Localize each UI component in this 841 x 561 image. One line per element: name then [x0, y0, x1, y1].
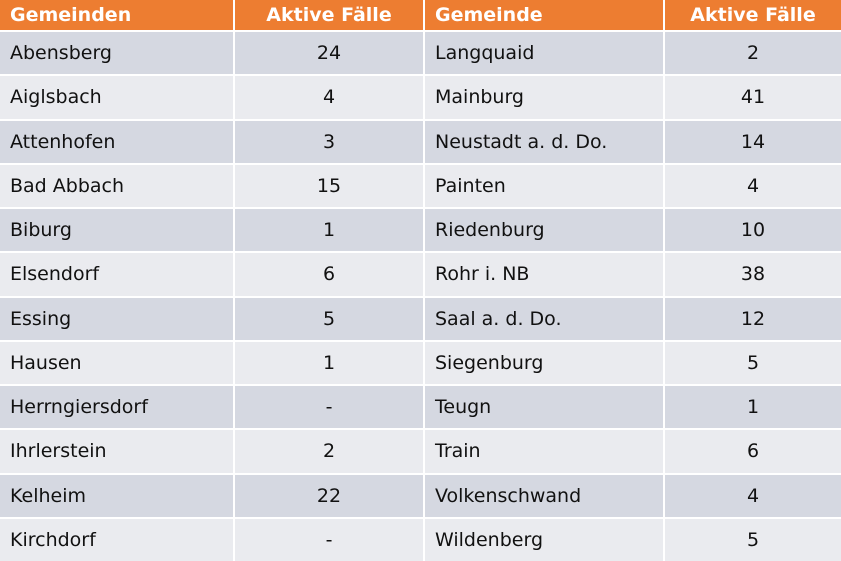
- municipality: Rohr i. NB: [425, 253, 663, 296]
- case-count: 10: [665, 209, 841, 252]
- municipality: Langquaid: [425, 32, 663, 75]
- municipality: Abensberg: [0, 32, 233, 75]
- case-count: 1: [665, 386, 841, 429]
- municipality: Herrngiersdorf: [0, 386, 233, 429]
- case-count: 2: [235, 430, 423, 473]
- case-count: 1: [235, 209, 423, 252]
- municipality: Saal a. d. Do.: [425, 297, 663, 340]
- case-count: 5: [665, 518, 841, 561]
- municipality: Mainburg: [425, 76, 663, 119]
- header-cell: Gemeinde: [425, 0, 663, 30]
- header-cell: Aktive Fälle: [235, 0, 423, 30]
- municipality: Biburg: [0, 209, 233, 252]
- case-count: 1: [235, 341, 423, 384]
- case-count: 4: [665, 164, 841, 207]
- municipality: Neustadt a. d. Do.: [425, 120, 663, 163]
- municipality: Riedenburg: [425, 209, 663, 252]
- case-count: 4: [665, 474, 841, 517]
- municipality: Aiglsbach: [0, 76, 233, 119]
- case-count: 38: [665, 253, 841, 296]
- case-count: 24: [235, 32, 423, 75]
- case-count: 6: [665, 430, 841, 473]
- municipality: Kelheim: [0, 474, 233, 517]
- case-count: 5: [665, 341, 841, 384]
- header-cell: Gemeinden: [0, 0, 233, 30]
- municipality: Volkenschwand: [425, 474, 663, 517]
- case-count: 4: [235, 76, 423, 119]
- municipality: Teugn: [425, 386, 663, 429]
- case-count: 22: [235, 474, 423, 517]
- municipality: Ihrlerstein: [0, 430, 233, 473]
- case-count: 14: [665, 120, 841, 163]
- municipality: Attenhofen: [0, 120, 233, 163]
- case-count: 5: [235, 297, 423, 340]
- case-count: -: [235, 386, 423, 429]
- case-count: 15: [235, 164, 423, 207]
- municipality: Hausen: [0, 341, 233, 384]
- header-cell: Aktive Fälle: [665, 0, 841, 30]
- municipality: Essing: [0, 297, 233, 340]
- case-count: 12: [665, 297, 841, 340]
- municipality: Bad Abbach: [0, 164, 233, 207]
- municipality: Siegenburg: [425, 341, 663, 384]
- case-count: 2: [665, 32, 841, 75]
- municipality: Kirchdorf: [0, 518, 233, 561]
- case-count: 41: [665, 76, 841, 119]
- municipality: Elsendorf: [0, 253, 233, 296]
- case-count: 3: [235, 120, 423, 163]
- case-count: -: [235, 518, 423, 561]
- municipality: Train: [425, 430, 663, 473]
- municipality: Painten: [425, 164, 663, 207]
- case-count: 6: [235, 253, 423, 296]
- municipality: Wildenberg: [425, 518, 663, 561]
